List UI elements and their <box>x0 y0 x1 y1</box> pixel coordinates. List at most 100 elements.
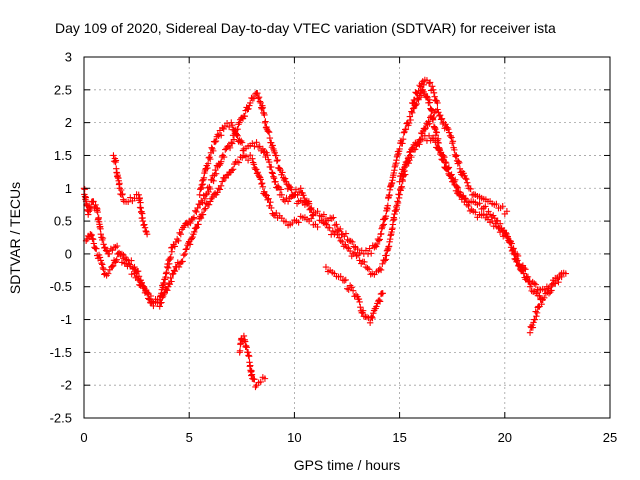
data-point <box>269 170 276 177</box>
data-point <box>175 263 183 271</box>
data-point <box>216 186 224 193</box>
data-point <box>134 276 142 283</box>
data-point <box>429 134 436 142</box>
data-point <box>106 250 113 258</box>
data-point <box>150 302 157 310</box>
data-point <box>300 192 307 199</box>
data-point <box>171 268 179 275</box>
data-point <box>322 263 330 271</box>
data-point <box>201 195 209 202</box>
data-point <box>255 95 262 102</box>
data-point <box>456 159 463 167</box>
data-point <box>236 119 243 126</box>
data-point <box>294 191 301 199</box>
data-point <box>480 204 487 212</box>
data-point <box>415 87 422 95</box>
data-point <box>93 245 100 252</box>
data-point <box>361 258 368 266</box>
y-axis-title: SDTVAR / TECUs <box>7 182 23 294</box>
data-point <box>514 257 521 264</box>
data-point <box>235 159 243 166</box>
data-point <box>335 234 343 241</box>
data-point <box>445 129 453 136</box>
data-point <box>112 257 120 265</box>
data-point <box>265 158 273 166</box>
data-point <box>346 247 354 255</box>
data-point <box>453 152 460 159</box>
data-point <box>254 169 262 176</box>
data-point <box>261 111 268 119</box>
data-point <box>270 173 277 180</box>
data-point <box>196 191 203 199</box>
data-point <box>349 287 357 294</box>
data-point <box>353 252 360 260</box>
data-point <box>244 157 252 164</box>
data-point <box>416 141 423 148</box>
data-point <box>284 198 292 205</box>
data-point <box>375 237 383 244</box>
data-point <box>532 281 540 288</box>
y-tick-label: 0 <box>65 246 72 261</box>
data-point <box>256 98 264 105</box>
data-point <box>368 313 375 321</box>
data-point <box>326 224 333 232</box>
data-point <box>536 292 543 300</box>
y-tick-label: -1 <box>60 312 72 327</box>
data-point <box>251 376 258 383</box>
data-point <box>448 171 455 178</box>
data-point <box>295 219 302 226</box>
data-point <box>409 100 417 107</box>
data-point <box>379 290 386 297</box>
data-point <box>539 296 546 304</box>
data-point <box>409 145 416 153</box>
data-point <box>282 218 290 226</box>
data-point <box>211 138 219 146</box>
data-point <box>164 264 172 272</box>
data-point <box>498 225 505 232</box>
data-point <box>277 186 285 193</box>
data-point <box>430 89 438 96</box>
data-point <box>348 284 355 291</box>
data-point <box>207 185 214 193</box>
data-point <box>106 266 113 274</box>
data-point <box>456 192 463 199</box>
y-tick-label: 2.5 <box>54 82 72 97</box>
data-point <box>417 92 425 99</box>
data-point <box>423 93 431 100</box>
data-point <box>139 217 147 225</box>
data-point <box>189 233 196 241</box>
data-point <box>309 212 316 219</box>
data-point <box>144 295 152 302</box>
data-point <box>451 146 458 154</box>
data-point <box>134 267 142 275</box>
data-point <box>109 263 116 270</box>
data-point <box>376 265 384 273</box>
data-point <box>219 152 227 159</box>
data-point <box>377 266 385 274</box>
data-point <box>226 144 234 152</box>
data-point <box>210 147 217 155</box>
data-point <box>146 296 153 303</box>
data-point <box>425 80 433 87</box>
data-point <box>119 190 126 198</box>
data-point <box>503 208 511 215</box>
data-point <box>373 303 380 310</box>
data-point <box>279 169 286 176</box>
data-point <box>514 252 522 260</box>
data-point <box>281 175 289 182</box>
data-point <box>531 280 538 287</box>
data-point <box>202 205 209 212</box>
data-point <box>110 152 117 159</box>
data-point <box>96 254 104 261</box>
y-tick-label: 1 <box>65 181 72 196</box>
data-point <box>99 264 107 272</box>
data-point <box>223 120 231 127</box>
data-point <box>533 309 541 317</box>
data-point <box>247 152 254 159</box>
data-point <box>199 199 206 206</box>
data-point <box>365 266 373 273</box>
data-point <box>254 143 262 151</box>
data-point <box>399 135 407 143</box>
data-point <box>175 237 182 245</box>
data-point <box>117 251 124 258</box>
